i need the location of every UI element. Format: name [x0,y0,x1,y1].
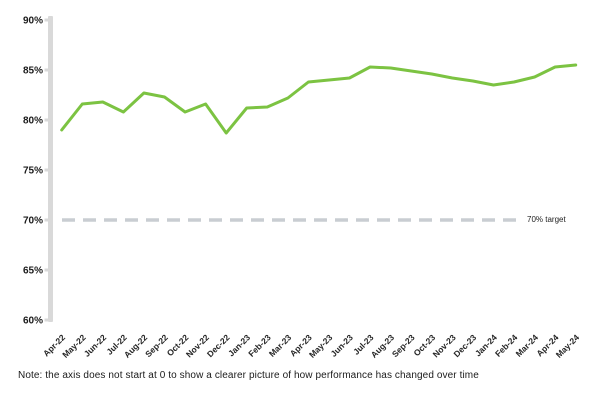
target-line-label: 70% target [527,215,566,224]
footnote: Note: the axis does not start at 0 to sh… [18,370,479,381]
x-axis-tick-label: Jun-22 [82,332,109,359]
x-axis-tick-label: Dec-23 [452,332,479,359]
x-axis-tick-label: Mar-23 [267,332,294,359]
y-axis-tick-label: 80% [23,116,43,127]
x-axis-tick-label: Mar-24 [514,332,541,359]
y-axis-tick-label: 70% [23,216,43,227]
y-axis-tick-label: 60% [23,316,43,327]
y-axis-tick [44,18,48,22]
y-axis-tick [44,218,48,222]
y-axis-tick-label: 90% [23,16,43,27]
y-axis [48,16,53,322]
y-axis-tick [44,318,48,322]
y-axis-tick-label: 85% [23,66,43,77]
x-axis-tick-label: May-24 [554,332,582,360]
y-axis-tick [44,268,48,272]
y-axis-tick [44,168,48,172]
x-axis-tick-label: Dec-22 [205,332,232,359]
x-axis-tick-label: May-22 [60,332,88,360]
x-axis-tick-label: Jun-23 [328,332,355,359]
y-axis-tick [44,118,48,122]
x-axis-tick-label: May-23 [307,332,335,360]
x-axis-tick-label: Sep-22 [143,332,170,359]
y-axis-tick-label: 65% [23,266,43,277]
performance-line [60,63,578,135]
y-axis-tick [44,68,48,72]
y-axis-tick-label: 75% [23,166,43,177]
x-axis-tick-label: Sep-23 [390,332,417,359]
